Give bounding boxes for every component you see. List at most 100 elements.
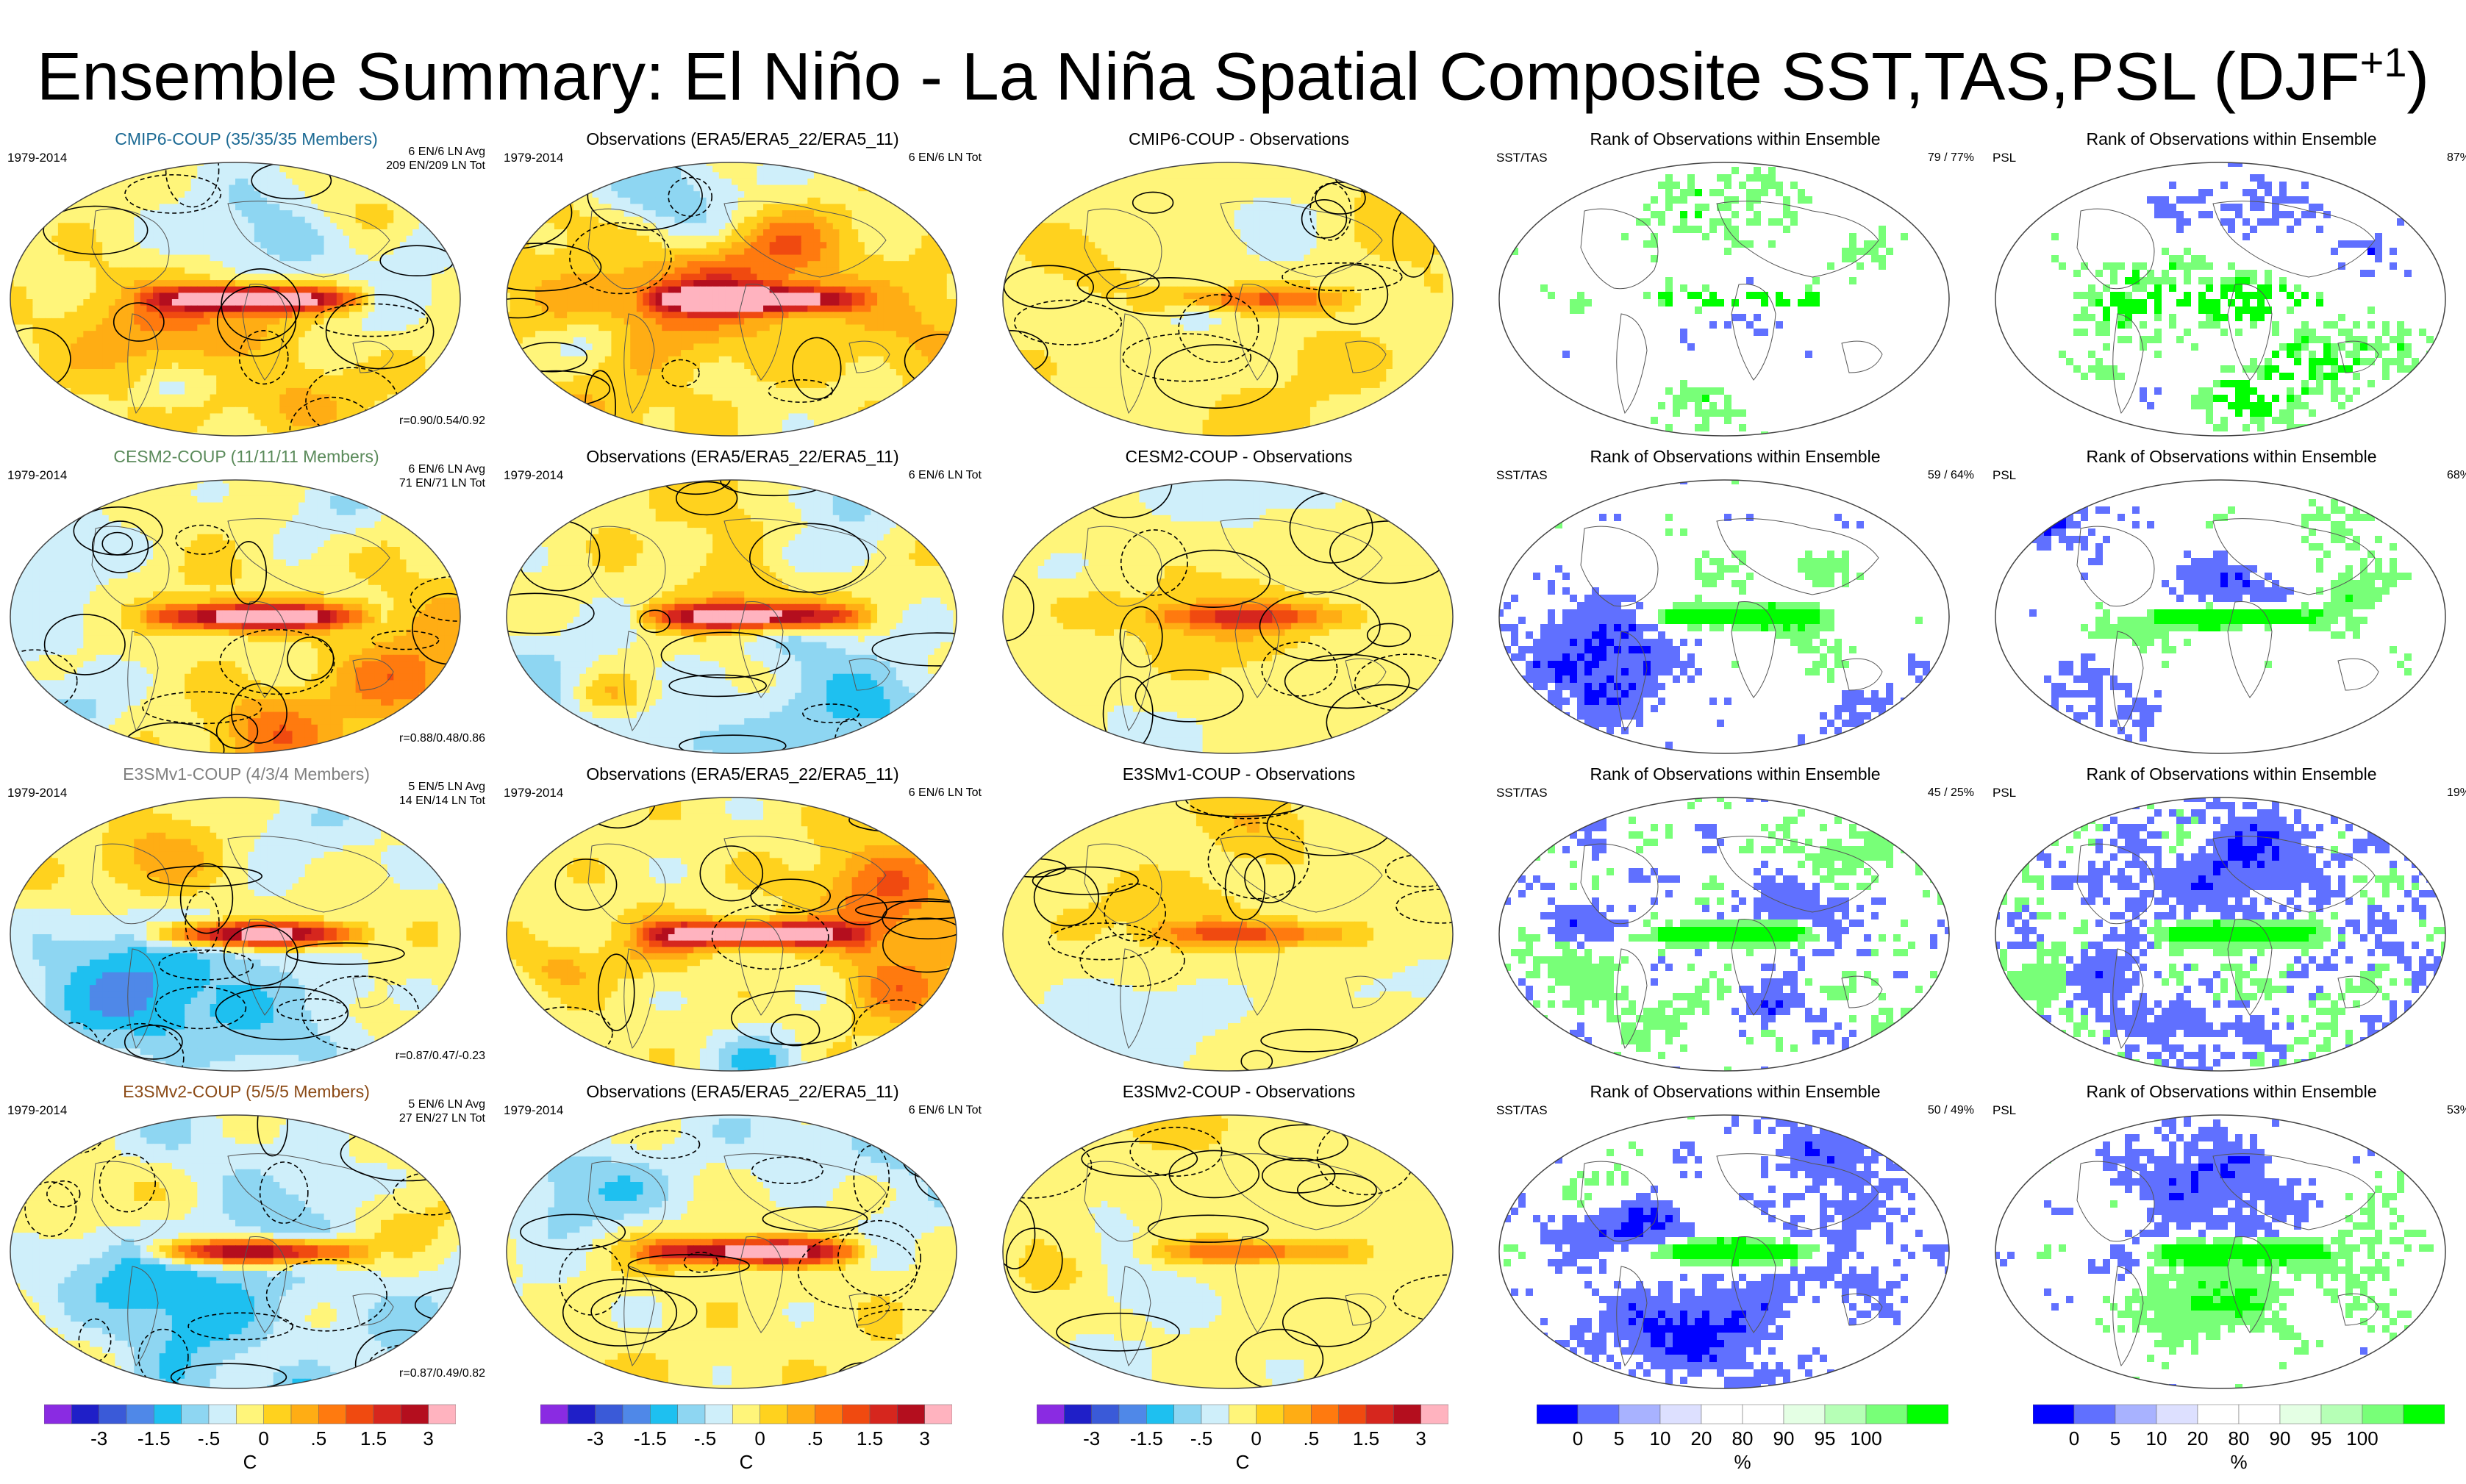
map-cell [324, 261, 331, 268]
map-cell [750, 210, 758, 218]
map-cell [909, 172, 916, 179]
map-cell [260, 350, 268, 357]
map-cell [229, 305, 236, 312]
map-cell [185, 337, 192, 345]
map-cell [279, 204, 287, 211]
map-cell [311, 387, 318, 395]
map-cell [190, 172, 198, 179]
map-cell [51, 356, 59, 363]
map-cell [567, 299, 574, 307]
map-cell [45, 267, 52, 275]
map-cell [592, 165, 599, 173]
map-cell [83, 286, 90, 293]
map-cell [349, 223, 357, 230]
map-cell [185, 305, 192, 312]
map-cell [89, 280, 97, 287]
map-cell [146, 401, 154, 408]
map-cell [317, 401, 325, 408]
map-cell [712, 162, 720, 167]
map-cell [457, 229, 460, 237]
map-cell [763, 216, 771, 223]
map-cell [915, 312, 922, 319]
map-cell [203, 413, 211, 420]
map-cell [839, 299, 846, 307]
map-cell [222, 293, 229, 300]
map-cell [813, 216, 821, 223]
map-cell [222, 426, 229, 433]
map-cell [210, 331, 217, 338]
map-cell [127, 305, 135, 312]
map-cell [437, 318, 445, 326]
map-cell [127, 362, 135, 370]
map-cell [902, 210, 909, 218]
map-cell [535, 273, 543, 281]
map-cell [687, 204, 694, 211]
map-cell [418, 184, 426, 192]
map-cell [871, 248, 878, 256]
map-cell [299, 267, 306, 275]
map-cell [20, 273, 27, 281]
map-cell [20, 387, 27, 395]
map-cell [450, 362, 457, 370]
map-cell [592, 312, 599, 319]
map-cell [185, 204, 192, 211]
map-cell [418, 204, 426, 211]
map-cell [630, 216, 637, 223]
map-cell [241, 312, 249, 319]
map-cell [197, 242, 204, 249]
map-cell [418, 248, 426, 256]
map-cell [336, 362, 343, 370]
map-cell [299, 204, 306, 211]
map-cell [336, 184, 343, 192]
map-cell [567, 267, 574, 275]
map-cell [235, 273, 243, 281]
map-cell [649, 242, 657, 249]
map-cell [510, 178, 517, 186]
map-cell [782, 197, 790, 205]
map-cell [782, 242, 790, 249]
map-cell [864, 229, 872, 237]
map-cell [820, 273, 827, 281]
map-cell [529, 172, 536, 179]
map-cell [355, 261, 362, 268]
map-cell [171, 356, 179, 363]
map-cell [915, 165, 922, 173]
map-cell [788, 223, 796, 230]
map-cell [216, 318, 224, 326]
map-cell [299, 162, 306, 167]
map-cell [883, 305, 890, 312]
map-cell [349, 216, 357, 223]
map-cell [437, 343, 445, 351]
map-cell [522, 223, 530, 230]
map-cell [757, 229, 764, 237]
map-cell [374, 242, 382, 249]
map-cell [934, 184, 941, 192]
map-cell [311, 162, 318, 167]
map-cell [554, 261, 562, 268]
map-cell [744, 204, 751, 211]
map-cell [299, 420, 306, 427]
map-cell [820, 204, 827, 211]
map-cell [535, 280, 543, 287]
map-cell [769, 267, 776, 275]
map-cell [229, 216, 236, 223]
map-cell [71, 369, 78, 376]
map-cell [674, 286, 682, 293]
map-cell [235, 293, 243, 300]
map-cell [171, 197, 179, 205]
map-cell [279, 280, 287, 287]
map-cell [26, 350, 34, 357]
map-cell [598, 261, 606, 268]
map-cell [418, 299, 426, 307]
map-cell [190, 280, 198, 287]
map-cell [763, 210, 771, 218]
map-cell [235, 337, 243, 345]
map-cell [279, 406, 287, 415]
map-cell [687, 254, 694, 262]
map-cell [153, 381, 160, 389]
map-cell [718, 280, 726, 287]
map-cell [871, 242, 878, 249]
map-cell [795, 223, 802, 230]
map-cell [592, 305, 599, 312]
map-cell [159, 235, 166, 243]
